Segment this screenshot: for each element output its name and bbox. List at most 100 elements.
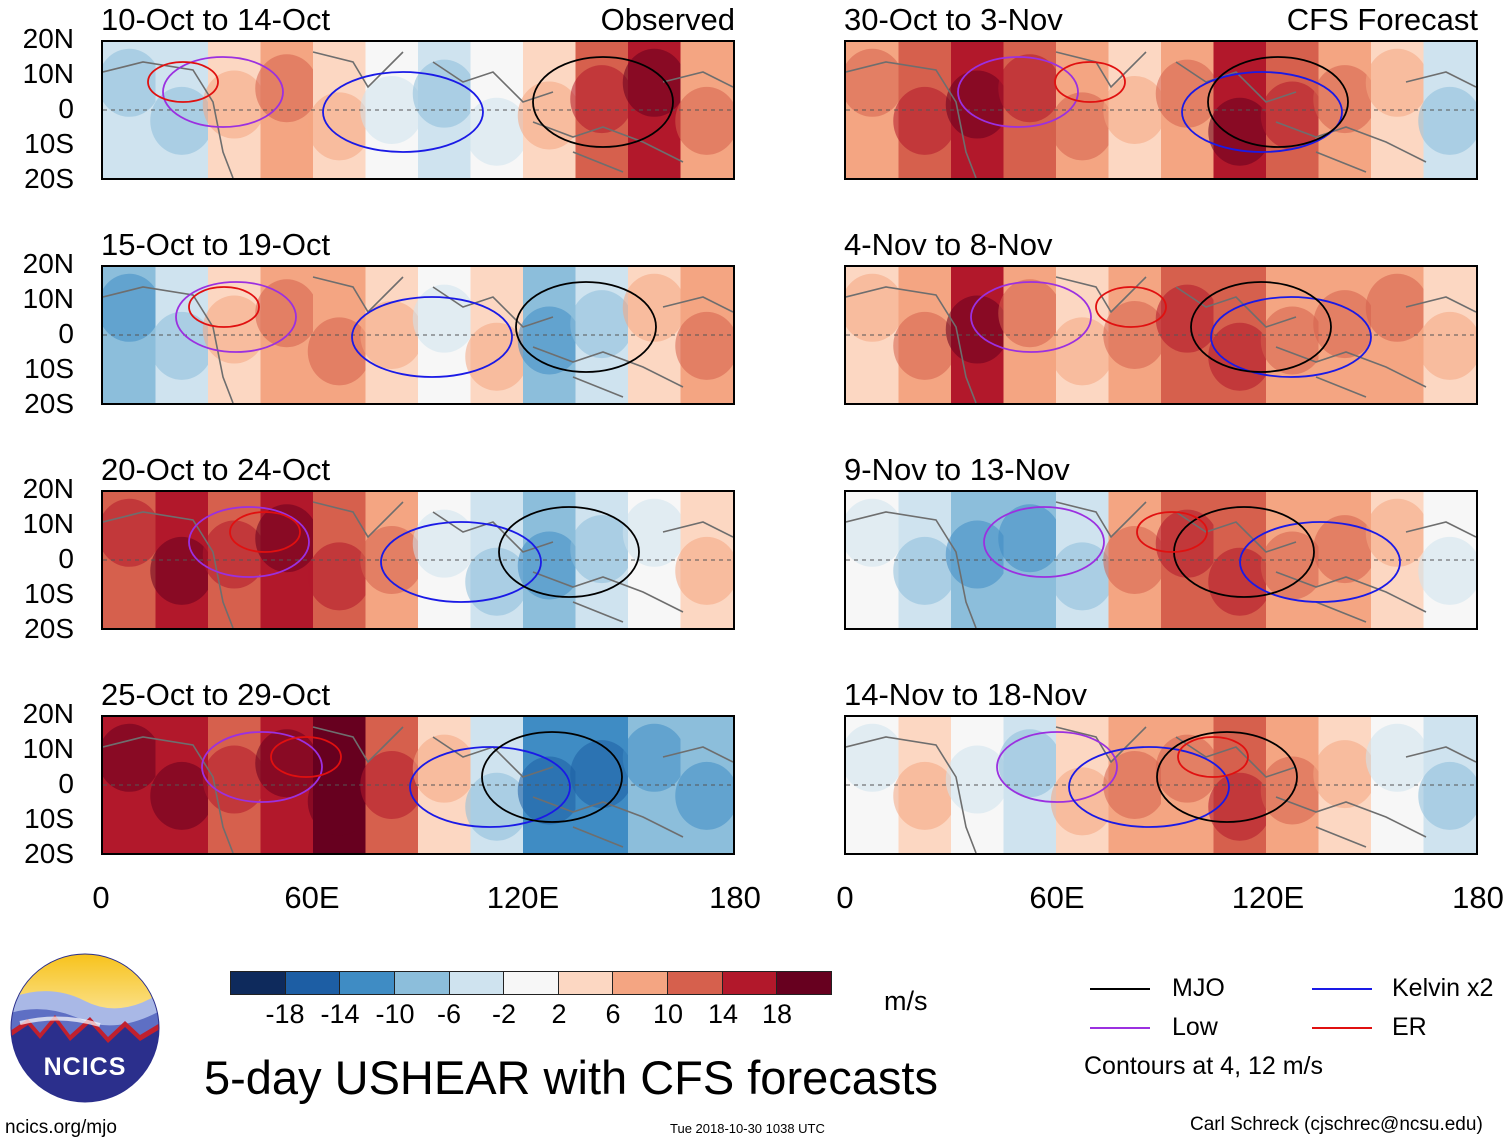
map-panel-2 xyxy=(101,265,735,405)
anomaly-core xyxy=(846,723,904,792)
lat-label: 20S xyxy=(24,838,74,869)
anomaly-core xyxy=(675,311,733,380)
panel-title-4: 25-Oct to 29-Oct xyxy=(101,677,331,712)
coastline xyxy=(1315,601,1367,623)
map-field xyxy=(103,717,733,853)
lat-label: 20S xyxy=(24,388,74,419)
panel-title-5: 30-Oct to 3-Nov xyxy=(844,2,1063,37)
legend-label-low: Low xyxy=(1172,1013,1218,1041)
anomaly-core xyxy=(1313,515,1377,584)
anomaly-core xyxy=(412,284,476,353)
anomaly-core xyxy=(255,729,319,798)
legend-line-low xyxy=(1090,1027,1150,1029)
map-panel-6 xyxy=(844,265,1478,405)
anomaly-core xyxy=(150,311,214,380)
anomaly-core xyxy=(846,498,904,567)
anomaly-core xyxy=(945,745,1009,814)
footer-credit: Carl Schreck (cjschrec@ncsu.edu) xyxy=(1190,1114,1483,1135)
lat-label: 20S xyxy=(24,163,74,194)
anomaly-core xyxy=(202,70,266,139)
anomaly-core xyxy=(675,536,733,605)
anomaly-core xyxy=(103,723,161,792)
anomaly-core xyxy=(202,745,266,814)
lat-label: 0 xyxy=(58,543,74,574)
lon-label: 120E xyxy=(1231,880,1305,915)
colorbar-tick: -10 xyxy=(375,999,415,1029)
map-field xyxy=(846,267,1476,403)
anomaly-core xyxy=(465,97,529,166)
anomaly-core xyxy=(1365,723,1429,792)
wave-contour xyxy=(380,521,542,603)
wave-contour xyxy=(1190,281,1332,373)
coastline xyxy=(662,746,733,763)
coastline xyxy=(1405,746,1476,763)
anomaly-core xyxy=(998,54,1062,123)
colorbar-tick: 18 xyxy=(761,999,793,1029)
colorbar-tick: -2 xyxy=(491,999,517,1029)
wave-contour xyxy=(532,56,674,148)
anomaly-core xyxy=(893,86,957,155)
coastline xyxy=(572,376,624,398)
lat-label: 0 xyxy=(58,768,74,799)
coastline xyxy=(1175,736,1297,778)
anomaly-core xyxy=(945,295,1009,364)
anomaly-core xyxy=(307,317,371,386)
coastline xyxy=(312,726,404,764)
anomaly-core xyxy=(1418,86,1476,155)
anomaly-core xyxy=(1208,772,1272,841)
wave-contour xyxy=(1156,731,1298,823)
coastline xyxy=(846,736,977,853)
coastline xyxy=(572,601,624,623)
anomaly-core xyxy=(893,536,957,605)
coastline xyxy=(312,501,404,539)
anomaly-core xyxy=(570,65,634,134)
wave-contour xyxy=(162,56,284,128)
anomaly-core xyxy=(1365,273,1429,342)
anomaly-core xyxy=(1313,740,1377,809)
anomaly-core xyxy=(998,504,1062,573)
anomaly-core xyxy=(893,761,957,830)
coastline xyxy=(432,511,554,553)
colorbar-tick: -18 xyxy=(265,999,305,1029)
colorbar-tick: -14 xyxy=(320,999,360,1029)
lon-label: 60E xyxy=(284,880,340,915)
map-panel-8 xyxy=(844,715,1478,855)
coastline xyxy=(572,151,624,173)
lat-label: 20N xyxy=(22,248,74,279)
colorbar-units: m/s xyxy=(884,986,928,1016)
map-field xyxy=(846,717,1476,853)
anomaly-core xyxy=(150,761,214,830)
logo-text: NCICS xyxy=(43,1053,127,1081)
wave-contour xyxy=(201,731,323,803)
anomaly-core xyxy=(1365,48,1429,117)
coastline xyxy=(846,286,977,403)
observed-label: Observed xyxy=(600,2,735,37)
lat-label: 20S xyxy=(24,613,74,644)
colorbar-swatch xyxy=(613,972,669,994)
wave-contour xyxy=(983,506,1105,578)
footer-url[interactable]: ncics.org/mjo xyxy=(5,1117,117,1138)
anomaly-core xyxy=(570,740,634,809)
lat-label: 20N xyxy=(22,473,74,504)
coastline xyxy=(1175,511,1297,553)
wave-contour xyxy=(1181,71,1343,153)
coastline xyxy=(1275,121,1427,163)
lat-label: 0 xyxy=(58,93,74,124)
map-field xyxy=(103,492,733,628)
colorbar-swatch xyxy=(777,972,832,994)
anomaly-core xyxy=(465,547,529,616)
coastline xyxy=(1315,376,1367,398)
map-panel-3 xyxy=(101,490,735,630)
colorbar-swatch xyxy=(558,972,614,994)
legend-label-mjo: MJO xyxy=(1172,974,1225,1002)
footer-timestamp: Tue 2018-10-30 1038 UTC xyxy=(670,1121,825,1136)
lat-label: 0 xyxy=(58,318,74,349)
lat-label: 10S xyxy=(24,803,74,834)
legend-line-er xyxy=(1312,1027,1372,1029)
anomaly-core xyxy=(412,509,476,578)
wave-contour xyxy=(175,281,297,353)
wave-contour xyxy=(322,71,484,153)
lat-label: 20N xyxy=(22,698,74,729)
wave-contour xyxy=(229,511,301,553)
colorbar-tick: 6 xyxy=(605,999,621,1029)
